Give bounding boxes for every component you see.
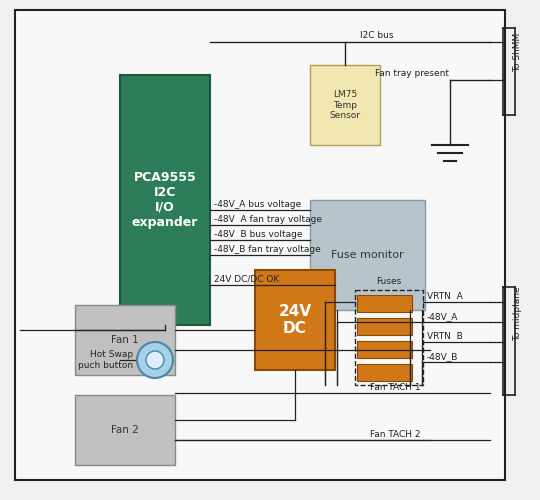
Text: -48V_A bus voltage: -48V_A bus voltage <box>214 200 301 209</box>
Bar <box>255 270 335 370</box>
Circle shape <box>137 342 173 378</box>
Text: -48V_B fan tray voltage: -48V_B fan tray voltage <box>214 245 321 254</box>
Text: Fuses: Fuses <box>376 277 402 286</box>
Text: To midplane: To midplane <box>514 286 523 341</box>
Bar <box>310 65 380 145</box>
Text: LM75
Temp
Sensor: LM75 Temp Sensor <box>329 90 361 120</box>
Text: VRTN  B: VRTN B <box>427 332 463 341</box>
Text: 24V DC/DC OK: 24V DC/DC OK <box>214 275 279 284</box>
Bar <box>75 395 175 465</box>
Bar <box>357 364 412 381</box>
Bar <box>310 200 425 310</box>
Text: -48V_B: -48V_B <box>427 352 458 361</box>
Text: To ShMM: To ShMM <box>514 32 523 72</box>
Text: -48V  A fan tray voltage: -48V A fan tray voltage <box>214 215 322 224</box>
Text: I2C bus: I2C bus <box>360 31 394 40</box>
Bar <box>357 295 412 312</box>
Bar <box>357 318 412 335</box>
Bar <box>75 305 175 375</box>
Circle shape <box>146 351 164 369</box>
Bar <box>120 75 210 325</box>
Text: Fan TACH 2: Fan TACH 2 <box>370 430 421 439</box>
Text: -48V_A: -48V_A <box>427 312 458 321</box>
Text: Fan 2: Fan 2 <box>111 425 139 435</box>
Text: VRTN  A: VRTN A <box>427 292 463 301</box>
Text: Fuse monitor: Fuse monitor <box>331 250 404 260</box>
Text: Fan tray present: Fan tray present <box>375 69 449 78</box>
Text: PCA9555
I2C
I/O
expander: PCA9555 I2C I/O expander <box>132 171 198 229</box>
Bar <box>355 290 423 385</box>
Text: Fan 1: Fan 1 <box>111 335 139 345</box>
Text: Hot Swap
puch button: Hot Swap puch button <box>78 350 133 370</box>
Bar <box>357 341 412 358</box>
Text: -48V  B bus voltage: -48V B bus voltage <box>214 230 302 239</box>
Text: 24V
DC: 24V DC <box>279 304 312 336</box>
Text: Fan TACH 1: Fan TACH 1 <box>370 383 421 392</box>
